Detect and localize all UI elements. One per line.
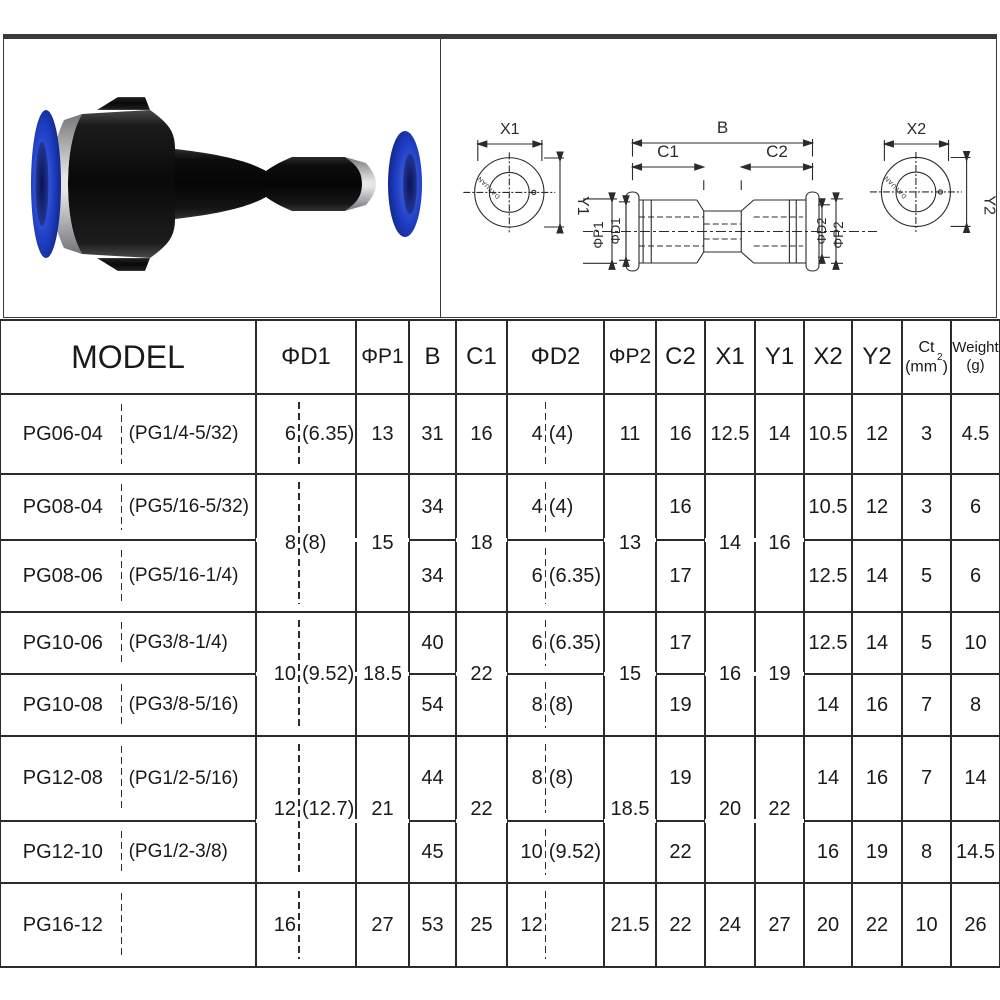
svg-text:X1: X1 [500, 121, 520, 138]
svg-text:ΦD1: ΦD1 [608, 218, 623, 245]
svg-text:C2: C2 [766, 142, 788, 161]
svg-text:Y2: Y2 [981, 195, 998, 215]
svg-text:ΦP2: ΦP2 [831, 221, 846, 248]
svg-text:DAYUAN: DAYUAN [476, 175, 501, 200]
svg-text:ΦP1: ΦP1 [591, 221, 606, 248]
svg-text:DAYUAN: DAYUAN [883, 174, 908, 199]
svg-text:B: B [717, 118, 728, 137]
svg-text:C1: C1 [657, 142, 679, 161]
svg-text:ΦD2: ΦD2 [814, 218, 829, 245]
svg-text:X2: X2 [907, 121, 927, 138]
